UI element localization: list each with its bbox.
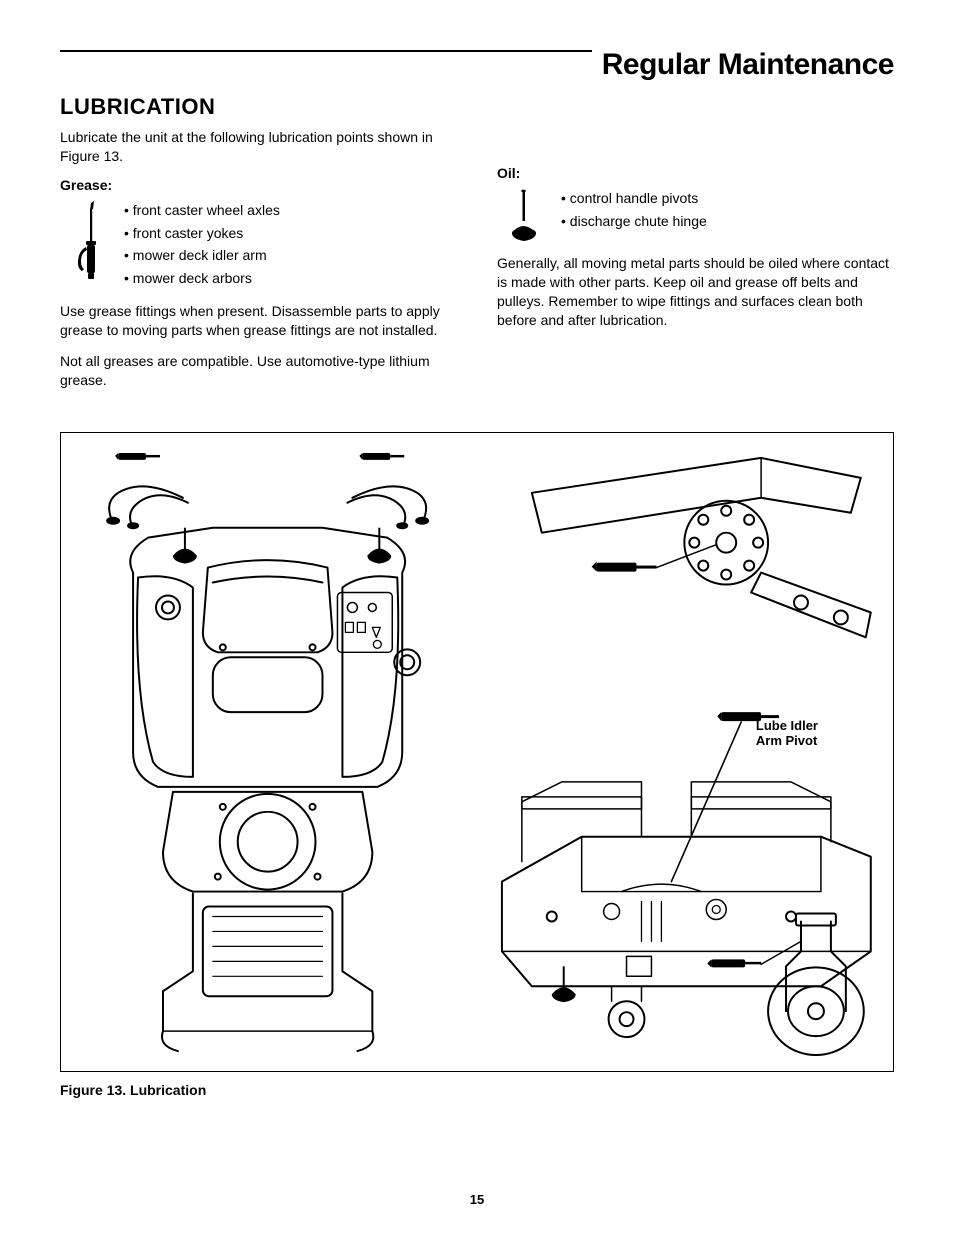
intro-text: Lubricate the unit at the following lubr… (60, 128, 457, 166)
page-number: 15 (0, 1192, 954, 1207)
grease-item: mower deck idler arm (124, 246, 280, 265)
grease-para-2: Not all greases are compatible. Use auto… (60, 352, 457, 390)
header-title: Regular Maintenance (592, 48, 894, 82)
oil-bullets: control handle pivots discharge chute hi… (561, 189, 707, 235)
oil-label: Oil: (497, 164, 894, 183)
grease-gun-icon (70, 201, 106, 286)
lubrication-diagram (61, 433, 893, 1071)
right-column: Oil: control handle pivots discharge c (497, 128, 894, 402)
content-columns: Lubricate the unit at the following lubr… (60, 128, 894, 402)
oil-list-block: control handle pivots discharge chute hi… (507, 189, 894, 244)
figure-caption: Figure 13. Lubrication (60, 1082, 894, 1098)
grease-list-block: front caster wheel axles front caster yo… (70, 201, 457, 293)
oil-item: discharge chute hinge (561, 212, 707, 231)
grease-bullets: front caster wheel axles front caster yo… (124, 201, 280, 293)
grease-para-1: Use grease fittings when present. Disass… (60, 302, 457, 340)
callout-line1: Lube Idler (756, 718, 818, 733)
deck-detail (502, 712, 871, 1055)
grease-label: Grease: (60, 176, 457, 195)
grease-item: front caster yokes (124, 224, 280, 243)
callout-lube-idler: Lube Idler Arm Pivot (756, 718, 818, 749)
oil-item: control handle pivots (561, 189, 707, 208)
grease-item: front caster wheel axles (124, 201, 280, 220)
caster-yoke-detail (532, 458, 871, 637)
left-column: Lubricate the unit at the following lubr… (60, 128, 457, 402)
section-title: LUBRICATION (60, 94, 894, 120)
oil-can-icon (507, 189, 543, 244)
grease-item: mower deck arbors (124, 269, 280, 288)
oil-para-1: Generally, all moving metal parts should… (497, 254, 894, 330)
figure-box: Lube Idler Arm Pivot (60, 432, 894, 1072)
callout-line2: Arm Pivot (756, 733, 817, 748)
mower-top-view (107, 453, 428, 1051)
header-rule: Regular Maintenance (60, 50, 894, 52)
